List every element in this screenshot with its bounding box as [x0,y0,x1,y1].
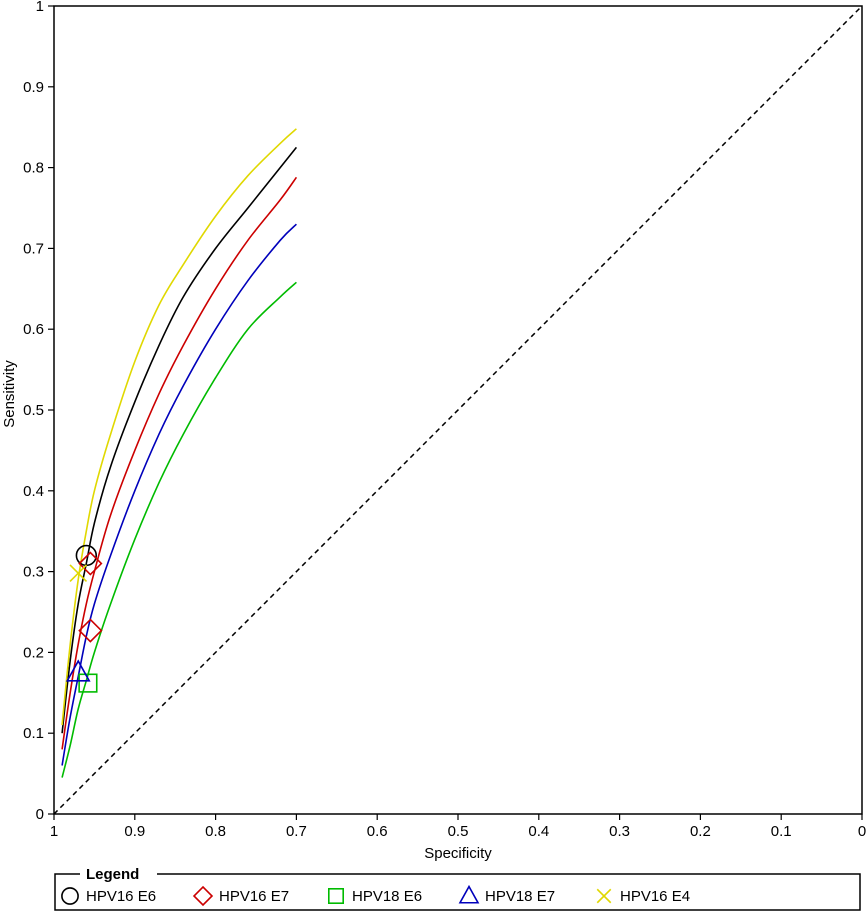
x-tick-label: 0.5 [448,823,469,840]
x-tick-label: 0.6 [367,823,388,840]
reference-diagonal-line [53,5,863,815]
curve-hpv16-e7 [61,176,298,750]
legend-title: Legend [86,866,139,883]
x-tick-label: 0.7 [286,823,307,840]
legend-items: HPV16 E6 HPV16 E7 HPV18 E6 HPV18 E7 HPV16 E4 [61,884,690,907]
x-axis-ticks: 1 0.9 0.8 0.7 0.6 0.5 0.4 0.3 0.2 0.1 0 [50,814,866,840]
legend-label: HPV16 E6 [86,888,156,905]
reference-line-layer [53,5,863,815]
y-tick-label: 0.2 [23,644,44,661]
legend-label: HPV16 E7 [219,888,289,905]
x-tick-label: 0.8 [205,823,226,840]
y-tick-label: 0.6 [23,321,44,338]
y-tick-label: 0.4 [23,483,44,500]
point-hpv16-e7 [78,618,103,643]
y-axis-ticks: 0 0.1 0.2 0.3 0.4 0.5 0.6 0.7 0.8 0.9 1 [23,0,54,823]
x-tick-label: 0 [858,823,866,840]
point-hpv16-e4 [69,564,88,583]
x-tick-label: 1 [50,823,58,840]
series-markers [65,544,103,693]
legend-label: HPV18 E7 [485,888,555,905]
x-tick-label: 0.2 [690,823,711,840]
legend-marker-hpv16-e6 [61,887,79,905]
x-tick-label: 0.9 [124,823,145,840]
legend: Legend HPV16 E6 HPV16 E7 HPV18 E6 HPV18 E7 H… [54,866,861,911]
y-tick-label: 1 [36,0,44,15]
legend-label: HPV18 E6 [352,888,422,905]
point-hpv18-e7 [65,659,91,682]
y-tick-label: 0 [36,806,44,823]
y-tick-label: 0.8 [23,160,44,177]
curve-hpv16-e6 [61,146,298,734]
curve-hpv16-e4 [61,128,297,726]
y-tick-label: 0.5 [23,402,44,419]
curve-hpv18-e7 [61,223,297,766]
legend-marker-hpv16-e7 [192,885,214,907]
y-tick-label: 0.3 [23,564,44,581]
x-tick-label: 0.4 [528,823,549,840]
point-hpv16-e7 [78,551,103,576]
point-hpv18-e6 [78,673,98,693]
legend-frame [54,873,861,911]
y-axis-title: Sensitivity [1,360,18,428]
legend-label: HPV16 E4 [620,888,690,905]
legend-marker-hpv18-e6 [327,887,344,904]
y-tick-label: 0.1 [23,725,44,742]
series-curves [61,128,298,778]
legend-marker-hpv16-e4 [596,888,612,904]
x-tick-label: 0.3 [609,823,630,840]
legend-marker-hpv18-e7 [458,884,480,904]
curve-hpv18-e6 [61,281,297,778]
y-tick-label: 0.7 [23,240,44,257]
x-axis-title: Specificity [424,845,492,862]
y-tick-label: 0.9 [23,79,44,96]
legend-marker-hpv16-e4-stroke [596,888,612,904]
x-tick-label: 0.1 [771,823,792,840]
point-hpv16-e4-stroke [69,564,88,583]
